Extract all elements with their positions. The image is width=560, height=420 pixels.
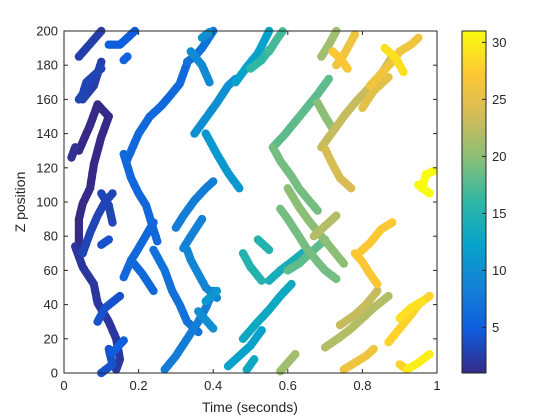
data-point: [108, 189, 117, 198]
colorbar-tick-label: 25: [492, 92, 506, 107]
data-point: [212, 286, 222, 296]
plot-area: 0 0.2 0.4 0.6 0.8 1 0 20 40 60 80 100 120 140 160 180 2…: [12, 24, 441, 416]
data-point: [119, 336, 128, 345]
data-point: [343, 64, 352, 73]
data-point: [414, 33, 423, 42]
data-point: [97, 64, 106, 73]
y-tick-label: 180: [36, 58, 58, 73]
y-tick-label: 200: [36, 24, 58, 39]
data-point: [235, 184, 244, 193]
data-point: [197, 214, 207, 224]
data-point: [291, 350, 300, 359]
x-axis-label: Time (seconds): [202, 399, 298, 415]
data-point: [205, 27, 214, 37]
data-point: [209, 177, 218, 186]
data-point: [67, 153, 76, 162]
y-axis-ticks: 0 20 40 60 80 100 120 140 160 180 200: [36, 24, 437, 381]
data-point: [332, 211, 341, 220]
data-point: [332, 274, 341, 284]
data-point: [347, 184, 356, 193]
data-point: [250, 355, 259, 364]
y-axis-label: Z position: [12, 172, 28, 233]
x-tick-label: 0.2: [130, 378, 148, 393]
data-point: [384, 291, 393, 301]
data-point: [350, 30, 360, 39]
colorbar-tick-label: 15: [492, 206, 506, 221]
colorbar: 5 10 15 20 25 30: [461, 30, 506, 374]
colorbar-tick-label: 20: [492, 149, 506, 164]
colorbar-tick-label: 10: [492, 263, 506, 278]
data-point: [257, 276, 266, 285]
data-point: [388, 218, 397, 227]
data-point: [429, 167, 438, 176]
x-axis-ticks: 0 0.2 0.4 0.6 0.8 1: [60, 31, 441, 393]
data-point: [149, 286, 158, 296]
data-point: [425, 189, 434, 198]
y-tick-label: 120: [36, 160, 58, 175]
colorbar-ticks: 5 10 15 20 25 30: [482, 35, 506, 335]
data-point: [104, 235, 114, 244]
data-points: [67, 26, 438, 378]
data-point: [417, 297, 427, 306]
data-point: [287, 279, 296, 289]
x-tick-label: 0: [60, 378, 67, 393]
y-tick-label: 60: [44, 263, 58, 278]
y-tick-label: 140: [36, 126, 58, 141]
data-point: [373, 286, 382, 296]
data-point: [425, 350, 434, 359]
data-point: [115, 291, 125, 301]
x-tick-label: 1: [433, 378, 440, 393]
y-tick-label: 20: [44, 331, 58, 346]
data-point: [425, 291, 434, 301]
y-tick-label: 40: [44, 297, 58, 312]
data-point: [384, 73, 393, 82]
data-point: [313, 206, 322, 215]
colorbar-tick-label: 5: [492, 320, 499, 335]
data-point: [205, 78, 214, 87]
data-point: [153, 237, 162, 246]
data-point: [108, 218, 117, 227]
y-tick-label: 0: [51, 366, 58, 381]
data-point: [373, 279, 382, 289]
colorbar-tick-label: 30: [492, 35, 506, 50]
colorbar-gradient: [461, 30, 487, 374]
data-point: [399, 67, 408, 77]
x-tick-label: 0.8: [353, 378, 371, 393]
data-point: [339, 259, 348, 268]
x-tick-label: 0.4: [204, 378, 222, 393]
data-point: [369, 344, 378, 354]
data-point: [123, 52, 132, 61]
x-tick-label: 0.6: [279, 378, 297, 393]
data-point: [264, 245, 274, 255]
data-point: [324, 74, 333, 84]
data-point: [209, 324, 218, 333]
y-tick-label: 160: [36, 92, 58, 107]
data-point: [257, 326, 266, 335]
data-point: [97, 57, 106, 66]
y-tick-label: 100: [36, 195, 58, 210]
y-tick-label: 80: [44, 229, 58, 244]
